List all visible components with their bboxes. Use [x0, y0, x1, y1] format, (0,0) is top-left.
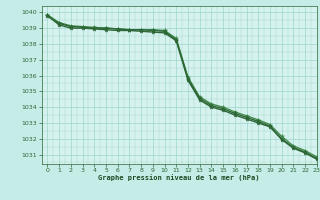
X-axis label: Graphe pression niveau de la mer (hPa): Graphe pression niveau de la mer (hPa) — [99, 175, 260, 181]
